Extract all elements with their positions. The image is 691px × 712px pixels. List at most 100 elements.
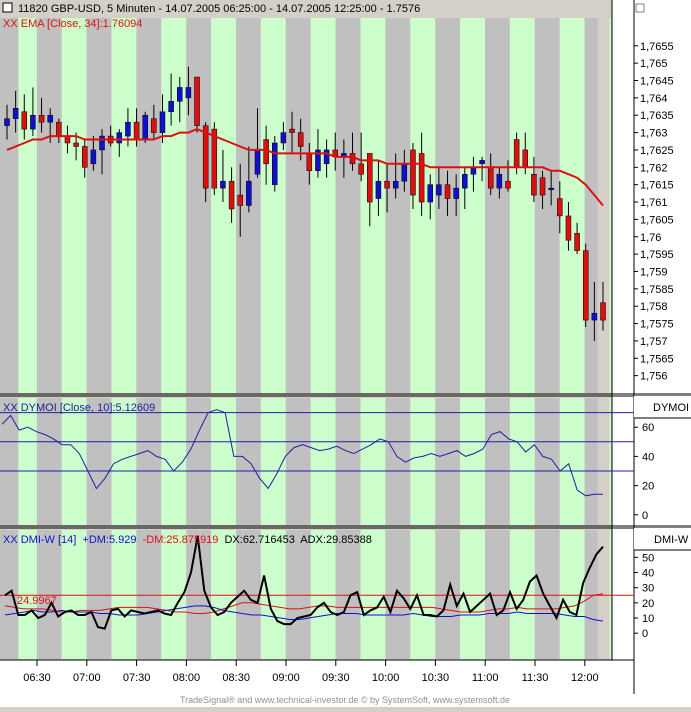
candle-body-bear bbox=[228, 180, 235, 210]
candle-body-bull bbox=[254, 149, 261, 175]
session-band-green bbox=[360, 398, 386, 525]
dmi-tick-label: 0 bbox=[642, 628, 648, 640]
session-band-gray bbox=[0, 18, 19, 393]
candle-body-bear bbox=[367, 153, 373, 203]
candle-body-bull bbox=[116, 132, 123, 144]
candle bbox=[246, 146, 252, 213]
session-band-green bbox=[609, 18, 611, 393]
time-axis-ticks: 06:30 07:00 07:30 08:00 08:30 09:00 09:30 10:00… bbox=[23, 660, 599, 684]
time-tick-label: 10:00 bbox=[372, 672, 400, 684]
session-band-green bbox=[410, 398, 436, 525]
price-tick-label: 1,758 bbox=[640, 301, 668, 313]
candle-body-bear bbox=[513, 139, 520, 168]
price-tick-label: 1,76 bbox=[640, 232, 661, 244]
candle-body-bear bbox=[297, 132, 304, 147]
candle-body-bear bbox=[565, 215, 572, 241]
candle bbox=[81, 139, 88, 178]
candle bbox=[90, 136, 97, 171]
candle-body-bear bbox=[151, 118, 157, 133]
candle-body-bull bbox=[548, 187, 554, 190]
dymoi-reference-lines bbox=[0, 412, 634, 472]
candle bbox=[462, 167, 468, 209]
footer-credit: TradeSignal® and www.technical-investor.… bbox=[180, 695, 510, 705]
session-band-green bbox=[111, 530, 137, 659]
dymoi-line bbox=[1, 409, 603, 497]
session-band-green bbox=[61, 18, 87, 393]
session-band-green bbox=[310, 18, 336, 393]
candle-body-bull bbox=[591, 312, 598, 321]
candle bbox=[505, 160, 511, 192]
dymoi-tick-label: 0 bbox=[642, 510, 648, 522]
candle-body-bull bbox=[12, 108, 19, 119]
candle-body-bear bbox=[358, 163, 364, 175]
candle-body-bear bbox=[582, 250, 589, 321]
window-menu-icon[interactable] bbox=[2, 2, 13, 13]
session-band-green bbox=[609, 398, 611, 525]
corner-handle-icon[interactable] bbox=[635, 3, 645, 13]
candle bbox=[436, 167, 442, 209]
session-band-gray bbox=[385, 18, 411, 393]
session-band-green bbox=[111, 398, 137, 525]
candle bbox=[185, 66, 192, 116]
session-band-gray bbox=[435, 398, 461, 525]
candle bbox=[177, 77, 183, 123]
candle bbox=[220, 149, 226, 203]
price-tick-label: 1,7655 bbox=[640, 41, 674, 53]
session-band-green bbox=[310, 398, 336, 525]
candle-body-bear bbox=[418, 153, 425, 203]
candle-body-bull bbox=[470, 167, 477, 175]
session-band-gray bbox=[136, 18, 162, 393]
session-band-gray bbox=[186, 398, 212, 525]
price-tick-label: 1,765 bbox=[640, 58, 668, 70]
session-band-green bbox=[410, 18, 436, 393]
candle bbox=[228, 167, 235, 223]
candle bbox=[531, 156, 537, 203]
candle bbox=[358, 132, 364, 182]
ema-line bbox=[6, 128, 604, 207]
dmi-tick-label: 10 bbox=[642, 613, 654, 625]
price-tick-label: 1,7575 bbox=[640, 319, 674, 331]
candle-body-bull bbox=[401, 163, 408, 182]
session-band-gray bbox=[86, 398, 112, 525]
candle bbox=[12, 90, 19, 133]
price-tick-label: 1,7565 bbox=[640, 353, 674, 365]
candle bbox=[280, 122, 287, 150]
candle-body-bear bbox=[600, 302, 606, 321]
dymoi-tick-label: 40 bbox=[642, 451, 654, 463]
candle bbox=[38, 97, 45, 133]
candle bbox=[392, 153, 399, 199]
candle bbox=[427, 174, 433, 220]
candle-body-bull bbox=[159, 111, 166, 133]
dymoi-panel-title: DYMOI bbox=[653, 402, 689, 414]
price-tick-label: 1,7635 bbox=[640, 110, 674, 122]
candle-body-bear bbox=[410, 149, 416, 196]
dmi-tick-label: 20 bbox=[642, 598, 654, 610]
dymoi-tick-label: 20 bbox=[642, 481, 654, 493]
price-tick-label: 1,7605 bbox=[640, 214, 674, 226]
price-tick-label: 1,7595 bbox=[640, 249, 674, 261]
candle bbox=[194, 76, 200, 133]
time-tick-label: 09:00 bbox=[272, 672, 300, 684]
price-tick-label: 1,7625 bbox=[640, 145, 674, 157]
session-band-gray bbox=[136, 530, 162, 659]
price-tick-label: 1,761 bbox=[640, 197, 668, 209]
session-band-green bbox=[211, 530, 236, 659]
session-band-green bbox=[310, 530, 336, 659]
session-band-gray bbox=[136, 398, 162, 525]
candle bbox=[496, 167, 503, 199]
session-band-gray bbox=[534, 18, 560, 393]
price-tick-label: 1,757 bbox=[640, 336, 668, 348]
session-band-green bbox=[559, 398, 585, 525]
session-band-gray bbox=[584, 398, 598, 525]
candle bbox=[557, 181, 563, 234]
dmi-panel-title: DMI-W bbox=[654, 534, 689, 546]
candle-body-bear bbox=[487, 167, 494, 189]
candlestick-series bbox=[4, 66, 606, 341]
candle-body-bull bbox=[99, 135, 105, 151]
session-band-green bbox=[111, 18, 137, 393]
candle-body-bear bbox=[21, 111, 28, 130]
dmi-ref-level-label: 24.9967 bbox=[17, 595, 57, 607]
candle-body-bear bbox=[211, 128, 218, 189]
session-band-green bbox=[211, 398, 236, 525]
candle-body-bull bbox=[30, 114, 36, 130]
